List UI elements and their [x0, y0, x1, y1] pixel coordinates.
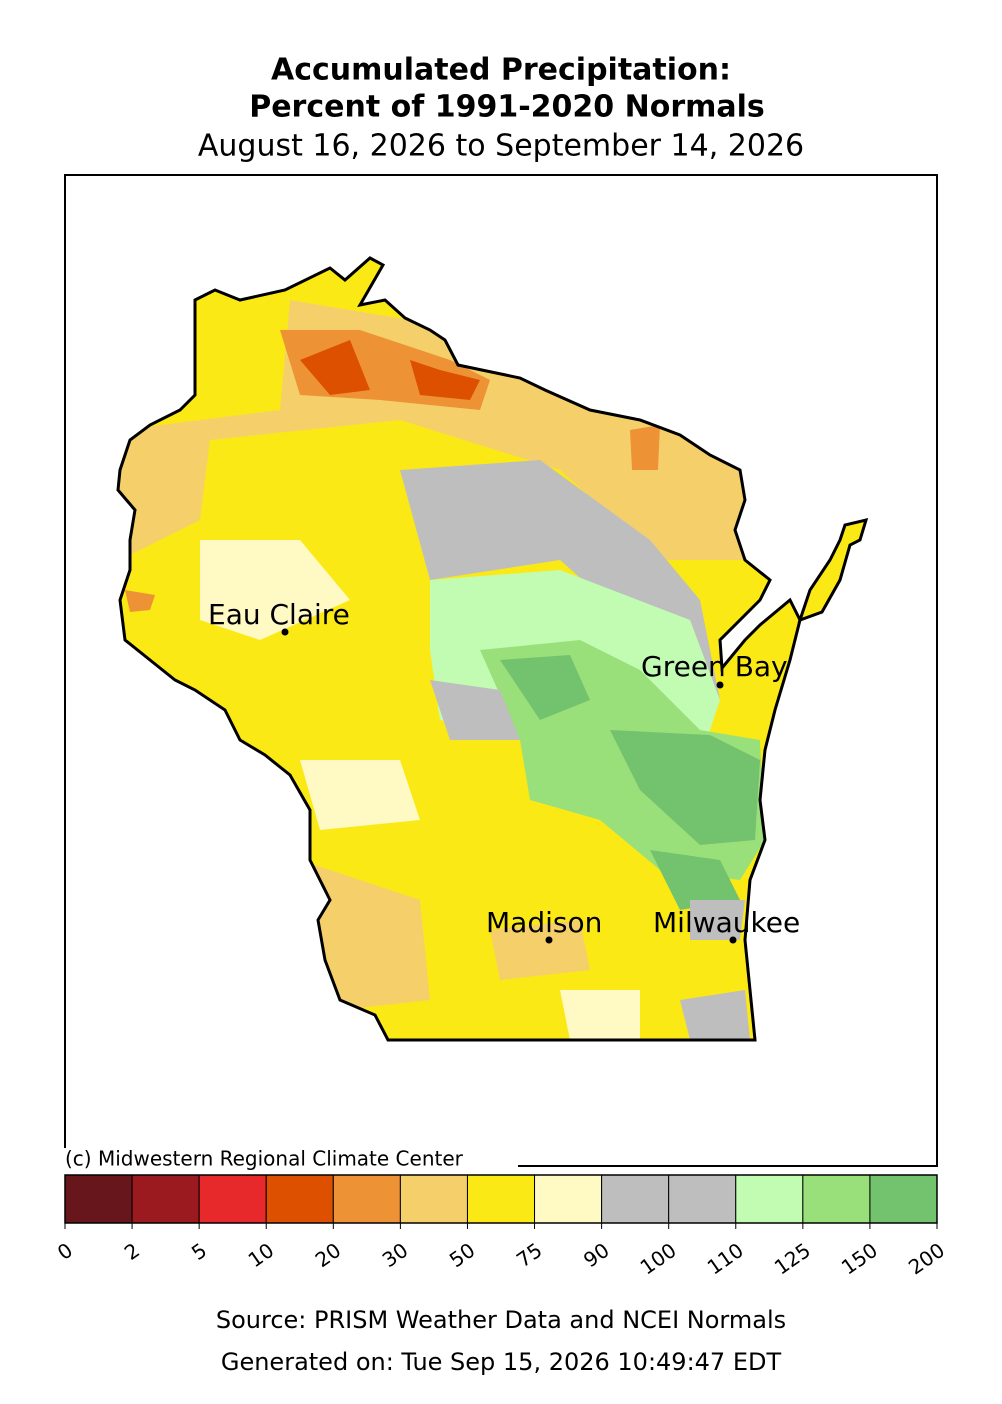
- subtitle: August 16, 2026 to September 14, 2026: [198, 129, 804, 164]
- colorbar-tick-label: 75: [512, 1238, 547, 1272]
- color-swatch: [131, 1174, 200, 1224]
- color-swatch: [399, 1174, 468, 1224]
- color-swatch: [668, 1174, 737, 1224]
- colorbar-tick-label: 10: [244, 1238, 279, 1272]
- colorbar-tick-label: 2: [120, 1238, 144, 1265]
- title-line: Accumulated Precipitation:: [271, 53, 731, 88]
- generated: Generated on: Tue Sep 15, 2026 10:49:47 …: [221, 1348, 782, 1376]
- city-label: Milwaukee: [653, 906, 800, 939]
- city-label: Eau Claire: [208, 598, 350, 631]
- color-swatch: [265, 1174, 334, 1224]
- color-swatch: [601, 1174, 670, 1224]
- colorbar-frame: [64, 1174, 938, 1224]
- city-dots: [281, 628, 737, 944]
- color-swatch: [802, 1174, 871, 1224]
- city-label: Green Bay: [641, 650, 788, 683]
- credit-bg: [62, 1148, 518, 1172]
- color-swatch: [64, 1174, 133, 1224]
- colorbar-tick-label: 200: [904, 1238, 949, 1280]
- colorbar-tick-label: 100: [636, 1238, 681, 1280]
- title-line: Percent of 1991-2020 Normals: [249, 90, 765, 125]
- colorbar-tick-label: 90: [579, 1238, 614, 1272]
- credit: (c) Midwestern Regional Climate Center: [65, 1147, 464, 1171]
- color-swatch: [466, 1174, 536, 1224]
- colorbar: 0 2 5 10 20 30 50 75 90 100 110 125 150 200: [53, 1174, 949, 1280]
- colorbar-tick-label: 20: [311, 1238, 346, 1272]
- color-swatch: [735, 1174, 804, 1224]
- color-swatch: [869, 1174, 938, 1224]
- source: Source: PRISM Weather Data and NCEI Norm…: [216, 1306, 786, 1334]
- color-swatch: [198, 1174, 267, 1224]
- colorbar-tick-label: 150: [837, 1238, 882, 1280]
- colorbar-tick-label: 0: [53, 1238, 77, 1265]
- colorbar-tick-label: 30: [378, 1238, 413, 1272]
- colorbar-tick-label: 110: [703, 1238, 748, 1280]
- colorbar-tick-label: 50: [445, 1238, 480, 1272]
- colorbar-tick-label: 125: [770, 1238, 815, 1280]
- colorbar-tick-label: 5: [187, 1238, 211, 1265]
- color-swatch: [332, 1174, 401, 1224]
- color-swatch: [534, 1174, 603, 1224]
- city-label: Madison: [486, 906, 602, 939]
